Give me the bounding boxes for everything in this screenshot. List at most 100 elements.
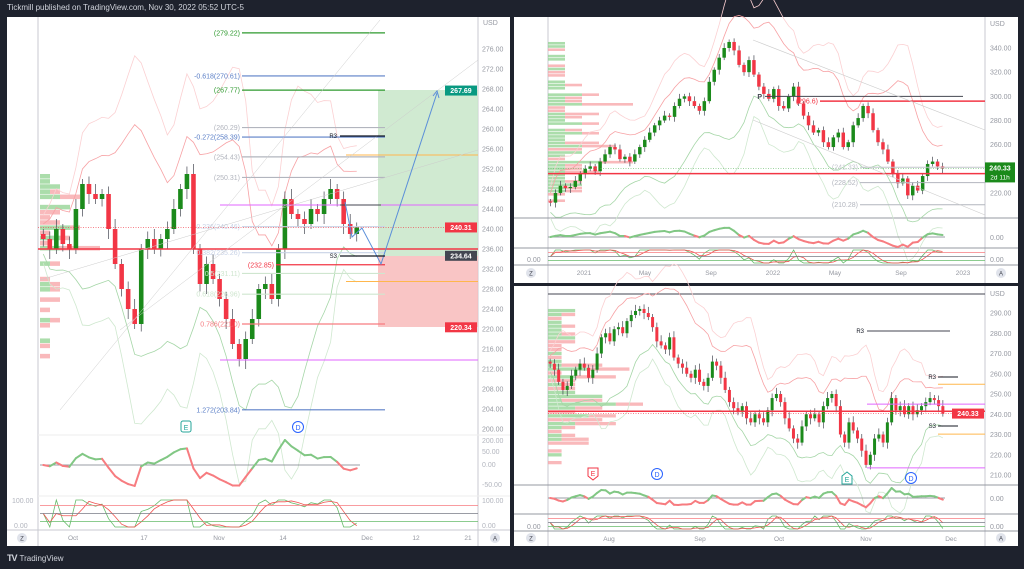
candle[interactable] <box>663 342 667 355</box>
candle[interactable] <box>112 219 118 269</box>
candle[interactable] <box>749 412 753 426</box>
candle[interactable] <box>295 209 301 227</box>
candle[interactable] <box>591 365 595 384</box>
earnings-badge[interactable]: E <box>841 471 853 485</box>
candle[interactable] <box>321 191 327 225</box>
daily-autoscale-button[interactable]: A <box>996 533 1006 543</box>
candle[interactable] <box>178 184 183 217</box>
candle[interactable] <box>791 425 795 444</box>
candle[interactable] <box>613 143 617 155</box>
candle[interactable] <box>786 93 791 113</box>
candle[interactable] <box>702 97 707 116</box>
candle[interactable] <box>753 411 757 427</box>
candle[interactable] <box>184 166 190 200</box>
candle[interactable] <box>563 183 568 192</box>
trend-channel-line[interactable] <box>752 119 986 216</box>
candle[interactable] <box>612 326 616 346</box>
candle[interactable] <box>633 149 637 164</box>
candle[interactable] <box>901 173 905 186</box>
candle[interactable] <box>230 309 235 349</box>
left-autoscale-button[interactable]: A <box>490 533 500 543</box>
candle[interactable] <box>736 402 740 416</box>
candle[interactable] <box>308 199 314 229</box>
candle[interactable] <box>885 417 889 449</box>
candle[interactable] <box>851 416 855 434</box>
candle[interactable] <box>821 401 825 429</box>
candle[interactable] <box>873 433 877 461</box>
dividend-badge[interactable]: D <box>651 468 663 480</box>
candle[interactable] <box>659 335 663 349</box>
candle[interactable] <box>138 244 144 332</box>
candle[interactable] <box>715 358 719 371</box>
candle[interactable] <box>847 417 851 449</box>
candle[interactable] <box>646 306 650 321</box>
candle[interactable] <box>276 244 281 307</box>
candle[interactable] <box>752 55 756 77</box>
candle[interactable] <box>698 363 702 385</box>
candle[interactable] <box>843 431 847 448</box>
candle[interactable] <box>809 409 813 425</box>
candle[interactable] <box>796 433 800 449</box>
candle[interactable] <box>210 254 216 284</box>
candle[interactable] <box>747 56 751 77</box>
candle[interactable] <box>672 331 676 361</box>
candle[interactable] <box>687 92 692 106</box>
candle[interactable] <box>860 433 864 457</box>
candle[interactable] <box>608 327 612 345</box>
candle[interactable] <box>574 366 578 381</box>
candle[interactable] <box>191 164 196 254</box>
candle[interactable] <box>740 403 744 417</box>
candle[interactable] <box>762 412 766 426</box>
long-position-stop-zone[interactable] <box>378 256 478 327</box>
candle[interactable] <box>119 259 124 297</box>
candle[interactable] <box>599 334 603 359</box>
trend-line[interactable] <box>119 59 479 331</box>
candle[interactable] <box>553 189 558 208</box>
candle[interactable] <box>727 39 731 52</box>
candle[interactable] <box>171 199 177 234</box>
candle[interactable] <box>652 122 657 137</box>
candle[interactable] <box>800 420 804 446</box>
candle[interactable] <box>634 304 638 319</box>
candle[interactable] <box>638 144 642 158</box>
candle[interactable] <box>932 395 936 405</box>
candle[interactable] <box>569 369 573 389</box>
candle[interactable] <box>243 331 248 370</box>
candle[interactable] <box>73 199 79 254</box>
candle[interactable] <box>106 186 111 240</box>
candle[interactable] <box>608 144 612 158</box>
candle[interactable] <box>289 189 294 219</box>
candle[interactable] <box>846 139 850 151</box>
candle[interactable] <box>920 403 924 415</box>
candle[interactable] <box>99 189 105 207</box>
candle[interactable] <box>588 161 592 172</box>
candle[interactable] <box>282 191 288 260</box>
candle[interactable] <box>54 219 59 254</box>
candle[interactable] <box>693 365 697 384</box>
candle[interactable] <box>876 127 880 146</box>
trend-line[interactable] <box>59 19 381 411</box>
candle[interactable] <box>628 153 632 167</box>
candle[interactable] <box>804 411 808 431</box>
candle[interactable] <box>757 409 761 425</box>
candle[interactable] <box>801 101 806 120</box>
candle[interactable] <box>638 305 642 316</box>
candle[interactable] <box>603 149 607 164</box>
candle[interactable] <box>817 411 821 427</box>
candle[interactable] <box>707 76 712 104</box>
candle[interactable] <box>712 67 716 86</box>
candle[interactable] <box>249 309 255 344</box>
candle[interactable] <box>737 45 741 68</box>
candle[interactable] <box>821 126 826 148</box>
candle[interactable] <box>702 378 706 391</box>
candle[interactable] <box>816 127 821 137</box>
candle[interactable] <box>561 378 565 395</box>
candle[interactable] <box>796 81 801 106</box>
candle[interactable] <box>204 256 209 295</box>
candle[interactable] <box>826 391 830 410</box>
candle[interactable] <box>152 229 157 254</box>
candle[interactable] <box>881 138 885 155</box>
candle[interactable] <box>710 355 714 381</box>
candle[interactable] <box>672 102 677 122</box>
candle[interactable] <box>766 407 770 427</box>
